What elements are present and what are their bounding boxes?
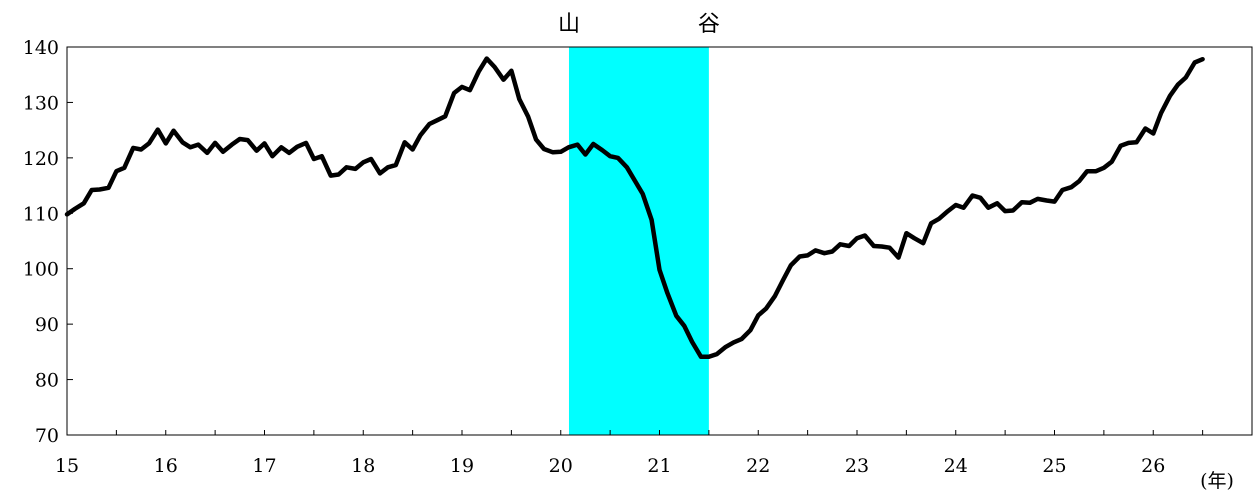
x-tick-label: 20 — [549, 455, 573, 477]
x-tick-label: 25 — [1042, 455, 1066, 477]
x-tick-label: 21 — [647, 455, 671, 477]
y-tick-label: 90 — [35, 314, 59, 336]
shaded-period-layer — [569, 47, 709, 435]
x-tick-label: 23 — [845, 455, 869, 477]
trough-label: 谷 — [698, 12, 720, 37]
y-tick-label: 70 — [35, 425, 59, 447]
shaded-period — [569, 47, 709, 435]
x-tick-label: 16 — [154, 455, 178, 477]
x-tick-label: 26 — [1141, 455, 1165, 477]
x-tick-label: 24 — [944, 455, 968, 477]
x-tick-label: 22 — [746, 455, 770, 477]
y-tick-label: 110 — [23, 203, 59, 225]
peak-label: 山 — [558, 12, 580, 37]
x-unit-label: (年) — [1200, 470, 1234, 492]
y-tick-label: 140 — [23, 37, 59, 59]
x-tick-label: 15 — [55, 455, 79, 477]
y-tick-label: 120 — [23, 148, 59, 170]
y-tick-label: 130 — [23, 92, 59, 114]
y-tick-label: 80 — [35, 370, 59, 392]
x-tick-label: 17 — [252, 455, 276, 477]
y-tick-label: 100 — [23, 259, 59, 281]
x-tick-label: 18 — [351, 455, 375, 477]
x-tick-label: 19 — [450, 455, 474, 477]
